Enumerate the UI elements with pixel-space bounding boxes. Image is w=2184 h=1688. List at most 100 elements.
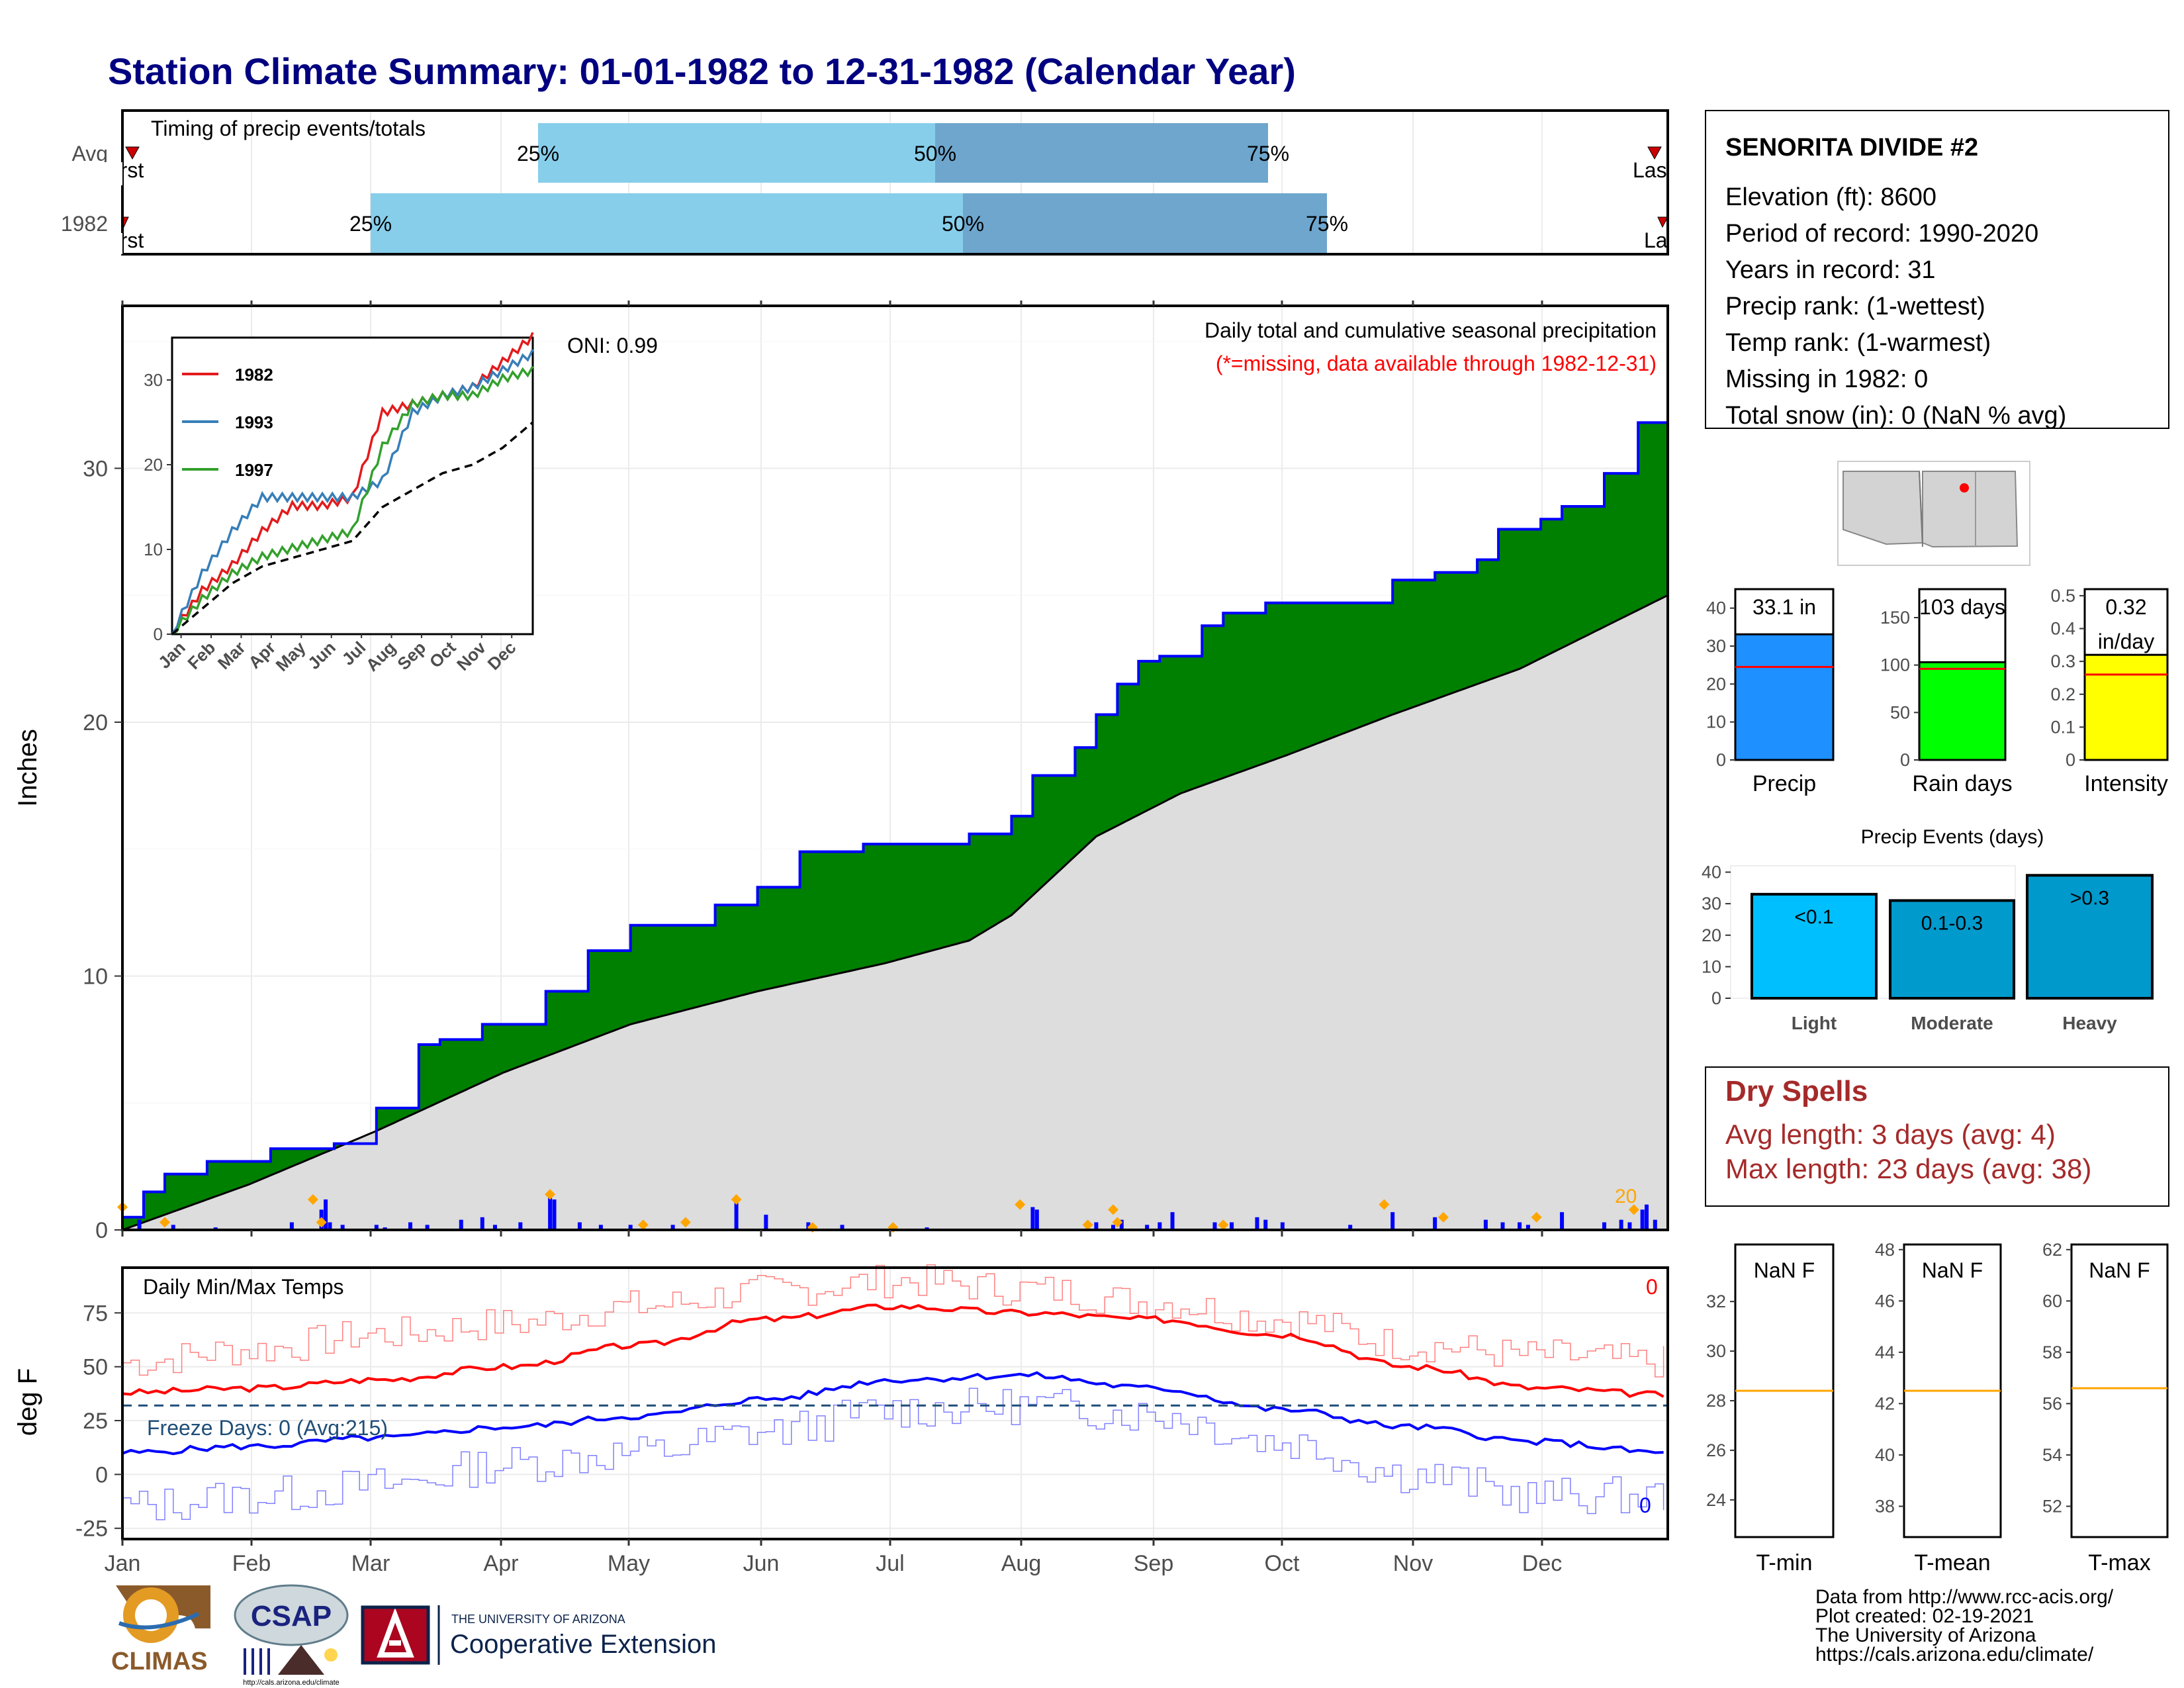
summary-tick-label: 40 — [1706, 598, 1726, 618]
daily-precip-bar — [492, 1225, 497, 1230]
inset-series-line — [171, 365, 534, 635]
daily-precip-bar — [374, 1225, 379, 1230]
month-label: Feb — [232, 1551, 271, 1576]
missing-note: (*=missing, data available through 1982-… — [1216, 352, 1657, 375]
temps-tick-label: 0 — [95, 1462, 108, 1487]
event-bar — [1751, 892, 1878, 1000]
dry-spells-title: Dry Spells — [1725, 1075, 1868, 1107]
summary-tick-label: 0 — [1900, 750, 1910, 770]
events-tick-label: 10 — [1702, 957, 1721, 976]
summary-value-label: 33.1 in — [1752, 595, 1816, 619]
csap-url: http://cals.arizona.edu/climate — [243, 1679, 340, 1687]
station-info-line: Missing in 1982: 0 — [1725, 365, 1928, 393]
daily-precip-bar — [408, 1222, 413, 1230]
precip-header: Daily total and cumulative seasonal prec… — [1205, 318, 1657, 342]
temp-box-tick-label: 52 — [2042, 1496, 2062, 1516]
precip-event-diamond — [1628, 1204, 1639, 1215]
daily-max-line — [122, 1264, 1664, 1378]
temps-ylabel: deg F — [13, 1368, 42, 1436]
inset-tick-label: 20 — [144, 455, 163, 475]
summary-bar — [1734, 633, 1835, 761]
climas-text: CLIMAS — [111, 1648, 208, 1675]
station-info-line: Period of record: 1990-2020 — [1725, 220, 2038, 248]
daily-precip-bar — [548, 1194, 553, 1230]
summary-tick-label: 20 — [1706, 674, 1726, 694]
timing-pct-label: 75% — [1306, 212, 1348, 236]
daily-precip-bar — [1170, 1212, 1175, 1230]
precip-event-diamond — [307, 1194, 318, 1205]
temp-box-value: NaN F — [2089, 1258, 2150, 1282]
station-box — [1705, 110, 2169, 429]
temp-box-label: T-max — [2088, 1550, 2150, 1575]
daily-precip-bar — [1602, 1222, 1607, 1230]
precip-event-diamond — [545, 1189, 556, 1200]
oni-label: ONI: 0.99 — [567, 334, 658, 357]
precip-event-diamond — [159, 1217, 170, 1228]
timing-pct-label: 50% — [914, 142, 956, 165]
month-label: Aug — [1001, 1551, 1042, 1576]
timing-label: Timing of precip events/totals — [151, 117, 426, 140]
location-map — [1837, 461, 2030, 566]
temps-count-top: 0 — [1646, 1275, 1658, 1299]
event-bar-label: >0.3 — [2070, 887, 2109, 909]
events-tick-label: 40 — [1702, 863, 1721, 882]
summary-tick-label: 0.1 — [2050, 717, 2075, 737]
csap-logo: CSAP http://cals.arizona.edu/climate — [234, 1584, 349, 1687]
summary-tick-label: 0.3 — [2050, 651, 2075, 671]
summary-tick-label: 0 — [2066, 750, 2075, 770]
daily-precip-bar — [289, 1222, 294, 1230]
temp-box-tick-label: 24 — [1706, 1490, 1726, 1510]
summary-tick-label: 0.2 — [2050, 684, 2075, 704]
summary-value-label: 103 days — [1919, 595, 2005, 619]
summary-tick-label: 0.4 — [2050, 619, 2075, 639]
station-info-line: Precip rank: (1-wettest) — [1725, 293, 1985, 320]
temps-tick-label: -25 — [75, 1517, 108, 1542]
daily-precip-bar — [1653, 1219, 1657, 1230]
summary-bar-label: Rain days — [1912, 771, 2012, 796]
inset-tick-label: 0 — [154, 624, 163, 644]
daily-precip-bar — [1645, 1204, 1649, 1230]
month-label: May — [608, 1551, 650, 1576]
summary-bar — [1918, 661, 2007, 761]
inset-legend-label: 1993 — [235, 412, 273, 432]
temp-box-tick-label: 44 — [1875, 1342, 1895, 1362]
temp-box-value: NaN F — [1922, 1258, 1983, 1282]
precip-ylabel: Inches — [13, 729, 42, 807]
month-label: Jul — [876, 1551, 904, 1576]
daily-precip-bar — [1500, 1222, 1505, 1230]
temp-box-tick-label: 58 — [2042, 1342, 2062, 1362]
daily-precip-bar — [459, 1219, 463, 1230]
summary-tick-label: 0.5 — [2050, 586, 2075, 606]
daily-precip-bar — [1111, 1225, 1115, 1230]
precip-observed-line — [122, 389, 1669, 1219]
precip-tick-label: 20 — [83, 710, 108, 735]
inset-tick-label: 10 — [144, 539, 163, 559]
inset-chart: 0102030JanFebMarAprMayJunJulAugSepOctNov… — [144, 332, 534, 675]
events-chart: <0.1 Light 0.1-0.3 Moderate >0.3 Heavy 0 10 20 30… — [1702, 863, 2154, 1033]
temps-panel: -25 0 25 50 75 Jan Feb Mar Apr May Jun Jul Aug Sep Oct… — [75, 1264, 1669, 1576]
station-info-line: Elevation (ft): 8600 — [1725, 183, 1936, 211]
temp-box-tick-label: 54 — [2042, 1445, 2062, 1465]
daily-precip-bar — [1483, 1219, 1488, 1230]
temp-box-tick-label: 40 — [1875, 1445, 1895, 1465]
daily-precip-bar — [328, 1222, 332, 1230]
station-info-line: Years in record: 31 — [1725, 256, 1936, 284]
daily-precip-bar — [1255, 1217, 1259, 1230]
daily-precip-bar — [670, 1225, 675, 1230]
timing-pct-label: 75% — [1247, 142, 1289, 165]
month-label: Jun — [743, 1551, 780, 1576]
month-label: Dec — [1522, 1551, 1562, 1576]
daily-precip-bar — [840, 1225, 844, 1230]
climas-logo: CLIMAS — [111, 1585, 210, 1675]
daily-precip-bar — [1560, 1212, 1565, 1230]
daily-precip-bar — [480, 1217, 484, 1230]
inset-legend-label: 1982 — [235, 365, 273, 385]
precip-event-diamond — [1531, 1211, 1542, 1223]
events-tick-label: 30 — [1702, 894, 1721, 914]
summary-bar-label: Precip — [1752, 771, 1816, 796]
event-category-label: Heavy — [2062, 1013, 2117, 1033]
temps-tick-label: 75 — [83, 1301, 108, 1326]
dry-spells-avg: Avg length: 3 days (avg: 4) — [1725, 1119, 2056, 1150]
daily-min-line — [122, 1387, 1664, 1521]
daily-precip-bar — [137, 1219, 142, 1230]
